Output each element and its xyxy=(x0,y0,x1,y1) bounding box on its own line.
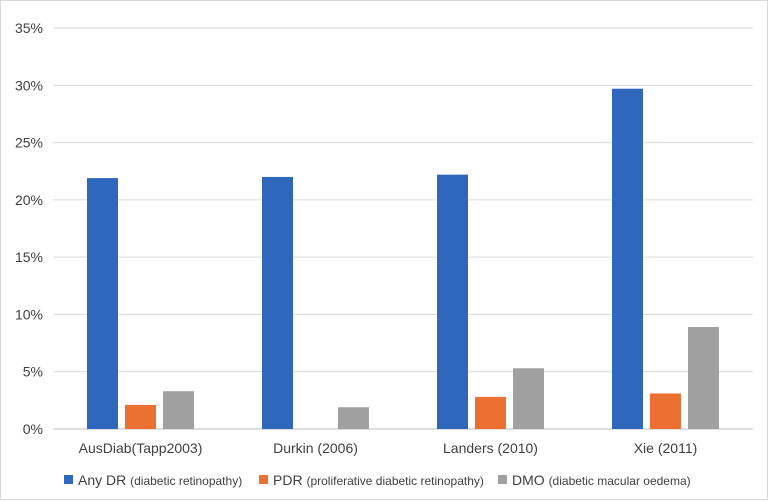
legend: Any DR (diabetic retinopathy) PDR (prolif… xyxy=(64,472,691,488)
y-tick-label: 15% xyxy=(15,249,43,265)
x-tick-label: Landers (2010) xyxy=(443,440,538,456)
legend-label: DMO (diabetic macular oedema) xyxy=(512,472,691,488)
x-tick-label: AusDiab(Tapp2003) xyxy=(79,440,203,456)
bar-any-dr-3 xyxy=(437,174,468,429)
legend-item-any-dr: Any DR (diabetic retinopathy) xyxy=(64,472,242,488)
legend-series-detail: (diabetic retinopathy) xyxy=(130,474,242,488)
y-tick-label: 0% xyxy=(23,421,43,437)
bar-dmo-1 xyxy=(163,391,194,429)
legend-item-dmo: DMO (diabetic macular oedema) xyxy=(498,472,691,488)
bar-pdr-4 xyxy=(650,393,681,429)
legend-series-name: Any DR xyxy=(78,472,130,488)
bar-dmo-2 xyxy=(338,407,369,429)
bar-any-dr-2 xyxy=(262,176,293,429)
y-tick-label: 30% xyxy=(15,77,43,93)
legend-series-name: DMO xyxy=(512,472,549,488)
y-tick-label: 5% xyxy=(23,364,43,380)
y-tick-label: 25% xyxy=(15,135,43,151)
legend-label: Any DR (diabetic retinopathy) xyxy=(78,472,242,488)
bars xyxy=(87,88,719,430)
legend-series-detail: (proliferative diabetic retinopathy) xyxy=(306,474,483,488)
legend-swatch xyxy=(259,475,268,484)
legend-series-name: PDR xyxy=(273,472,306,488)
bar-pdr-1 xyxy=(125,404,156,429)
bar-dmo-3 xyxy=(513,368,544,429)
y-axis-ticks: 0% 5% 10% 15% 20% 25% 30% 35% xyxy=(15,20,43,437)
legend-item-pdr: PDR (proliferative diabetic retinopathy) xyxy=(259,472,484,488)
x-tick-label: Xie (2011) xyxy=(634,440,698,456)
legend-swatch xyxy=(64,475,73,484)
y-tick-label: 10% xyxy=(15,306,43,322)
legend-swatch xyxy=(498,475,507,484)
legend-label: PDR (proliferative diabetic retinopathy) xyxy=(273,472,484,488)
legend-series-detail: (diabetic macular oedema) xyxy=(549,474,691,488)
y-tick-label: 20% xyxy=(15,192,43,208)
bar-any-dr-1 xyxy=(87,178,118,429)
bar-any-dr-4 xyxy=(612,88,643,430)
gridlines xyxy=(53,27,753,430)
bar-pdr-3 xyxy=(475,396,506,429)
bar-dmo-4 xyxy=(688,327,719,429)
x-tick-label: Durkin (2006) xyxy=(273,440,358,456)
x-axis-ticks: AusDiab(Tapp2003) Durkin (2006) Landers (2… xyxy=(79,440,698,456)
y-tick-label: 35% xyxy=(15,20,43,36)
